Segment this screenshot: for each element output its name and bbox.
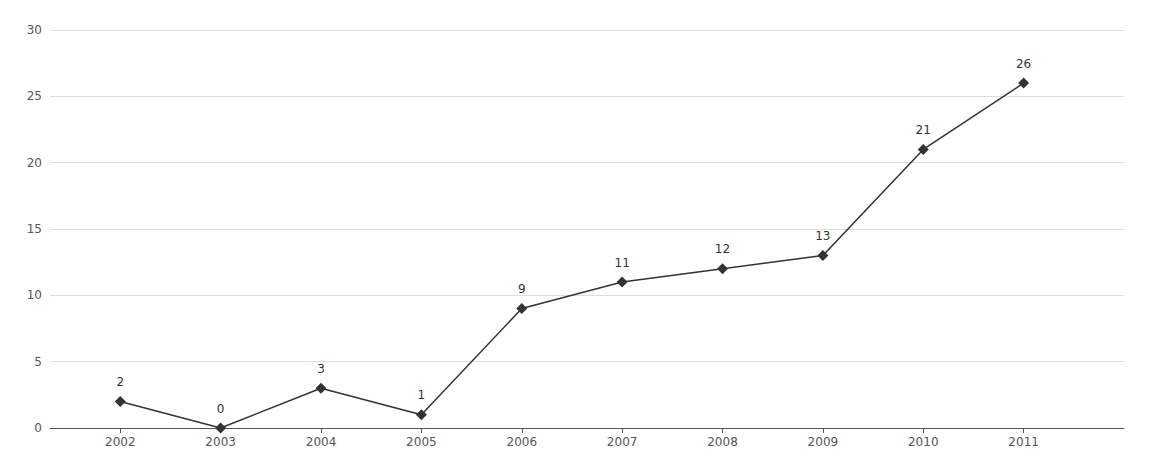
svg-text:2: 2 (116, 375, 124, 389)
svg-text:0: 0 (217, 402, 225, 416)
svg-text:25: 25 (27, 89, 42, 103)
svg-text:0: 0 (34, 421, 42, 435)
svg-text:12: 12 (715, 242, 730, 256)
svg-text:13: 13 (815, 229, 830, 243)
svg-text:20: 20 (27, 156, 42, 170)
svg-text:21: 21 (916, 123, 931, 137)
svg-text:2006: 2006 (506, 435, 537, 449)
svg-text:15: 15 (27, 222, 42, 236)
svg-text:2002: 2002 (105, 435, 136, 449)
svg-text:11: 11 (614, 256, 629, 270)
svg-text:2003: 2003 (205, 435, 236, 449)
svg-text:9: 9 (518, 282, 526, 296)
svg-text:2011: 2011 (1008, 435, 1039, 449)
svg-text:30: 30 (27, 23, 42, 37)
svg-text:2008: 2008 (707, 435, 738, 449)
svg-text:10: 10 (27, 288, 42, 302)
svg-text:2004: 2004 (306, 435, 337, 449)
svg-text:5: 5 (34, 355, 42, 369)
svg-text:2009: 2009 (808, 435, 839, 449)
svg-text:2005: 2005 (406, 435, 437, 449)
svg-text:2007: 2007 (607, 435, 638, 449)
svg-text:26: 26 (1016, 57, 1031, 71)
svg-text:2010: 2010 (908, 435, 939, 449)
svg-text:3: 3 (317, 362, 325, 376)
svg-text:1: 1 (418, 388, 426, 402)
